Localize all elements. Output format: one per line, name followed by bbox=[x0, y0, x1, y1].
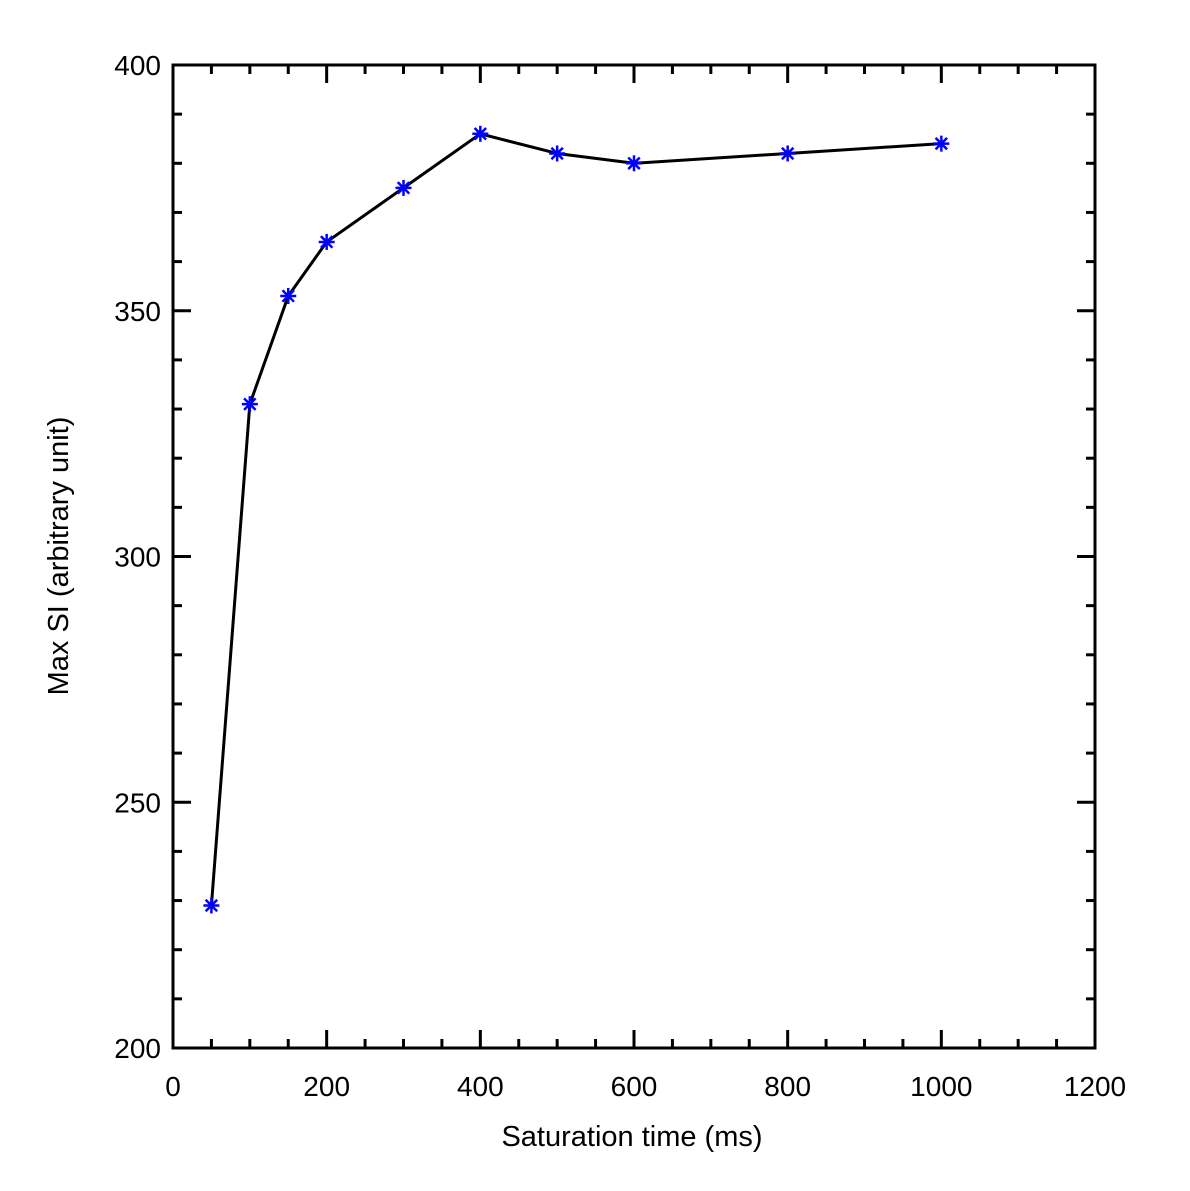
marker-stroke bbox=[473, 127, 487, 141]
data-point-asterisk bbox=[933, 135, 950, 152]
series-layer bbox=[203, 125, 950, 914]
x-tick-label: 400 bbox=[457, 1071, 504, 1102]
series-line bbox=[209, 132, 942, 906]
data-point-asterisk bbox=[779, 145, 796, 162]
data-point-asterisk bbox=[626, 155, 642, 172]
marker-stroke bbox=[781, 146, 795, 161]
x-tick-label: 200 bbox=[303, 1071, 350, 1102]
marker-stroke bbox=[627, 156, 641, 170]
y-tick-label: 300 bbox=[114, 542, 161, 573]
marker-stroke bbox=[281, 289, 295, 303]
marker-stroke bbox=[243, 397, 257, 411]
x-tick-label: 1200 bbox=[1064, 1071, 1126, 1102]
data-point-asterisk bbox=[203, 897, 220, 914]
data-point-asterisk bbox=[241, 396, 258, 413]
x-tick-label: 600 bbox=[611, 1071, 658, 1102]
data-point-asterisk bbox=[280, 288, 297, 305]
marker-stroke bbox=[396, 181, 411, 195]
marker-stroke bbox=[204, 898, 219, 913]
x-tick-label: 800 bbox=[764, 1071, 811, 1102]
marker-stroke bbox=[934, 136, 948, 151]
y-axis-title: Max SI (arbitrary unit) bbox=[43, 417, 75, 696]
x-axis-title: Saturation time (ms) bbox=[501, 1121, 762, 1153]
x-tick-label: 1000 bbox=[910, 1071, 972, 1102]
data-point-asterisk bbox=[318, 233, 335, 250]
plot-frame bbox=[171, 63, 1097, 1050]
y-tick-label: 250 bbox=[114, 787, 161, 818]
y-tick-label: 200 bbox=[114, 1033, 161, 1064]
data-point-asterisk bbox=[472, 125, 489, 142]
y-tick-label: 350 bbox=[114, 296, 161, 327]
data-point-asterisk bbox=[395, 179, 412, 196]
marker-stroke bbox=[550, 146, 564, 161]
y-tick-label: 400 bbox=[114, 50, 161, 81]
data-point-asterisk bbox=[549, 145, 566, 162]
x-tick-label: 0 bbox=[165, 1071, 181, 1102]
marker-stroke bbox=[320, 235, 334, 249]
